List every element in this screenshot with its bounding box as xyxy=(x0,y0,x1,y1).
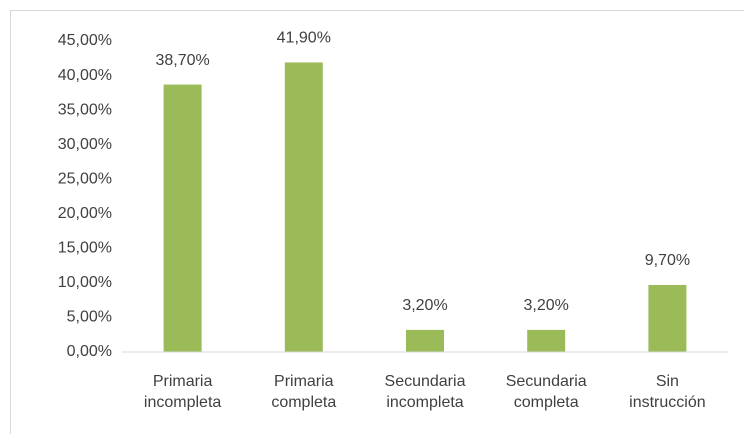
value-label: 3,20% xyxy=(524,297,569,314)
y-tick-label: 40,00% xyxy=(58,67,112,84)
bar xyxy=(163,84,202,352)
bar xyxy=(406,329,444,352)
value-label: 38,70% xyxy=(155,52,209,69)
x-tick-label: Primaria completa xyxy=(271,373,337,411)
bar xyxy=(648,284,687,352)
value-label: 41,90% xyxy=(277,30,331,47)
y-tick-label: 30,00% xyxy=(58,136,112,153)
bar xyxy=(527,329,566,352)
y-tick-label: 15,00% xyxy=(58,240,112,257)
value-label: 9,70% xyxy=(645,252,690,269)
y-tick-label: 25,00% xyxy=(58,170,112,187)
y-tick-label: 10,00% xyxy=(58,274,112,291)
chart-border xyxy=(10,10,744,434)
x-tick-label: Secundaria completa xyxy=(505,373,587,411)
y-tick-label: 45,00% xyxy=(58,32,112,49)
y-tick-label: 5,00% xyxy=(67,309,112,326)
y-tick-label: 20,00% xyxy=(58,205,112,222)
x-tick-label: Sin instrucción xyxy=(629,373,706,411)
x-tick-label: Primaria incompleta xyxy=(143,373,222,411)
value-label: 3,20% xyxy=(402,297,447,314)
bar xyxy=(284,62,323,353)
y-tick-label: 0,00% xyxy=(67,343,112,360)
y-tick-label: 35,00% xyxy=(58,101,112,118)
x-tick-label: Secundaria incompleta xyxy=(384,373,466,411)
